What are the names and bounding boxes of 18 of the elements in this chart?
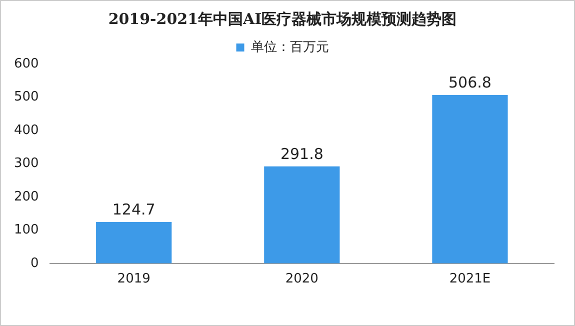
data-label: 506.8 — [448, 73, 492, 92]
bar — [264, 166, 340, 264]
y-tick-label: 0 — [30, 256, 39, 271]
x-tick-label: 2020 — [285, 272, 318, 287]
y-tick-label: 200 — [14, 189, 39, 204]
x-tick-label: 2021E — [449, 272, 491, 287]
bar — [96, 222, 172, 264]
y-tick-label: 100 — [14, 222, 39, 238]
chart-title: 2019-2021年中国AI医疗器械市场规模预测趋势图 — [108, 10, 457, 28]
x-tick-label: 2019 — [117, 272, 150, 287]
y-tick-label: 400 — [14, 122, 39, 138]
data-label: 291.8 — [280, 144, 324, 163]
y-tick-label: 500 — [14, 90, 39, 105]
bar — [432, 94, 508, 264]
legend-label: 单位：百万元 — [250, 40, 329, 55]
data-label: 124.7 — [112, 200, 156, 218]
y-tick-label: 600 — [14, 56, 39, 72]
y-tick-label: 300 — [14, 156, 39, 172]
